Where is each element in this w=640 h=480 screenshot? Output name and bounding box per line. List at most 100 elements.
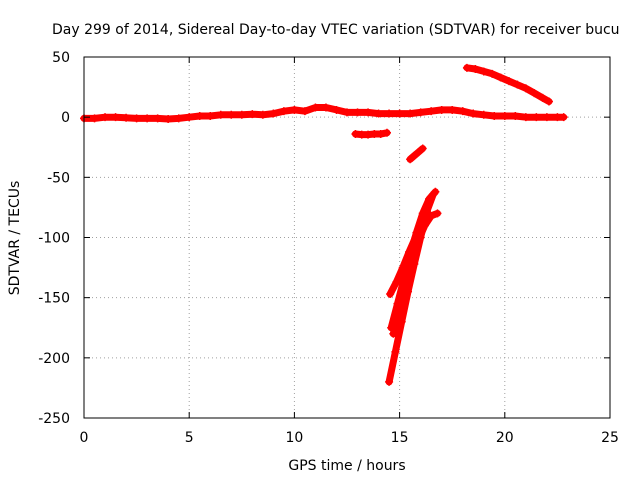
y-tick-label: -100 (38, 231, 70, 247)
data-point (469, 109, 478, 118)
series-steep-3 (386, 208, 431, 299)
data-point (401, 281, 410, 290)
data-point (406, 109, 415, 118)
data-point (416, 108, 425, 117)
data-point (311, 103, 320, 112)
data-point (237, 110, 246, 119)
data-point (448, 105, 457, 114)
data-point (389, 329, 398, 338)
data-point (559, 113, 568, 122)
data-point (542, 113, 551, 122)
y-tick-label: -50 (47, 170, 70, 186)
series-line (389, 209, 441, 338)
data-point (538, 93, 547, 102)
data-point (332, 105, 341, 114)
data-point (458, 107, 467, 116)
data-point (300, 107, 309, 116)
data-point (471, 65, 480, 74)
data-point (216, 110, 225, 119)
data-points (80, 63, 568, 386)
data-point (530, 89, 539, 98)
data-point (376, 130, 385, 139)
x-tick-label: 0 (80, 430, 89, 446)
data-point (431, 187, 440, 196)
data-point (395, 305, 404, 314)
data-point (513, 80, 522, 89)
data-point (521, 113, 530, 122)
y-tick-label: -200 (38, 351, 70, 367)
data-point (425, 194, 434, 203)
data-point (385, 377, 394, 386)
series-line (463, 64, 553, 105)
y-tick-label: -250 (38, 411, 70, 427)
data-point (462, 63, 471, 72)
x-tick-label: 20 (496, 430, 514, 446)
data-point (406, 155, 415, 164)
data-point (290, 105, 299, 114)
data-point (101, 113, 110, 122)
data-point (279, 107, 288, 116)
x-axis: 0 5 10 15 20 25 (80, 57, 619, 446)
data-point (395, 109, 404, 118)
data-point (391, 347, 400, 356)
data-point (420, 221, 429, 230)
data-point (174, 114, 183, 123)
series-line (406, 145, 427, 163)
data-point (185, 113, 194, 122)
data-point (206, 111, 215, 120)
series-upper-arc (462, 63, 553, 106)
series-short-dip (406, 144, 427, 164)
series-offset-segment (351, 128, 391, 139)
series-main-track (80, 103, 568, 123)
data-point (544, 97, 553, 106)
data-point (427, 211, 436, 220)
data-point (227, 110, 236, 119)
data-point (418, 144, 427, 153)
data-point (343, 108, 351, 117)
data-point (505, 77, 514, 86)
data-point (408, 258, 417, 267)
data-point (248, 110, 257, 119)
data-point (153, 114, 162, 123)
y-tick-label: -150 (38, 291, 70, 307)
data-point (111, 113, 120, 122)
x-tick-label: 10 (285, 430, 303, 446)
x-tick-label: 25 (601, 430, 619, 446)
data-point (374, 109, 383, 118)
data-point (532, 113, 541, 122)
data-point (410, 151, 419, 160)
data-point (364, 108, 373, 117)
data-point (433, 209, 442, 218)
data-point (392, 278, 401, 287)
data-point (496, 73, 505, 82)
data-point (488, 69, 497, 78)
data-point (382, 128, 391, 137)
data-point (437, 105, 446, 114)
x-tick-label: 15 (391, 430, 409, 446)
data-point (521, 84, 530, 93)
data-point (90, 114, 99, 123)
data-point (422, 208, 431, 217)
data-point (414, 235, 423, 244)
data-point (427, 107, 436, 116)
data-point (511, 111, 520, 120)
data-point (490, 111, 499, 120)
y-axis: 50 0 -50 -100 -150 -200 -250 (38, 50, 610, 427)
data-point (479, 110, 488, 119)
data-point (195, 111, 204, 120)
chart-title: Day 299 of 2014, Sidereal Day-to-day VTE… (52, 22, 620, 38)
y-axis-label: SDTVAR / TECUs (7, 181, 23, 296)
data-point (385, 109, 394, 118)
series-steep-4 (389, 209, 442, 338)
data-point (353, 108, 362, 117)
data-point (258, 110, 267, 119)
data-point (500, 111, 509, 120)
y-tick-label: 50 (52, 50, 70, 66)
data-point (164, 114, 173, 123)
data-point (269, 109, 278, 118)
data-point (122, 113, 131, 122)
x-tick-label: 5 (185, 430, 194, 446)
data-point (414, 148, 423, 157)
data-point (143, 114, 152, 123)
